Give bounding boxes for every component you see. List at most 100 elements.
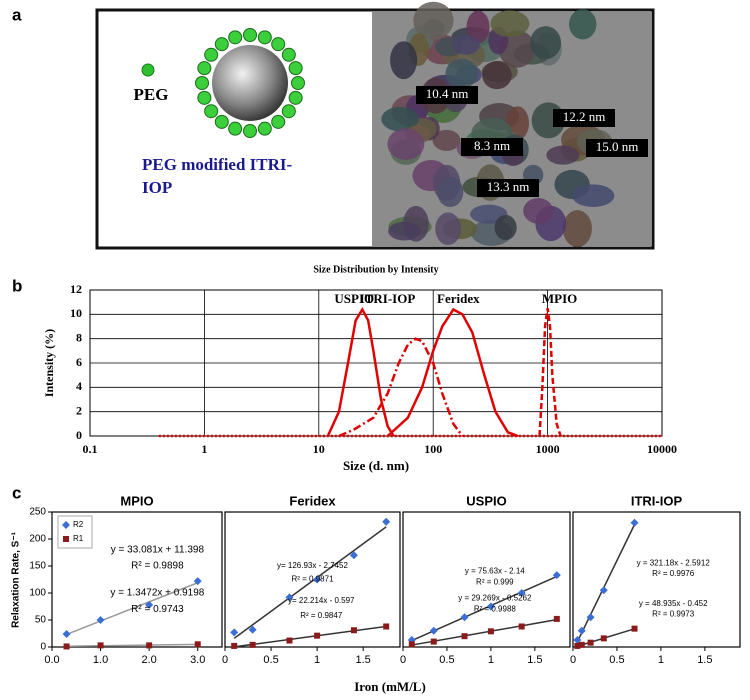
plot-frame [402, 511, 571, 648]
y-tick-label: 250 [29, 507, 46, 518]
panel-label: b [12, 276, 22, 295]
r1-point [587, 639, 594, 646]
particle [482, 61, 512, 90]
particle [381, 106, 419, 132]
r2-point [96, 616, 105, 624]
iron-core [212, 45, 288, 121]
r1-point [194, 641, 201, 648]
fit-equation: R² = 0.9743 [131, 604, 184, 615]
chart-title: Feridex [289, 493, 336, 508]
r1-point [487, 628, 494, 635]
particle [562, 210, 592, 248]
legend [57, 515, 93, 549]
r1-point [600, 635, 607, 642]
x-tick-label: 1 [314, 654, 320, 666]
size-label-box [477, 179, 539, 197]
peg-bead [288, 90, 303, 105]
fit-equation: y = 1.3472x + 0.9198 [110, 588, 204, 599]
r1-point [430, 638, 437, 645]
size-curve [538, 308, 562, 437]
size-label: 8.3 nm [474, 138, 510, 153]
y-axis-label: Intensity (%) [42, 329, 56, 397]
y-tick-label: 2 [76, 403, 82, 417]
size-curve [338, 337, 464, 438]
r1-point [518, 623, 525, 630]
chart-title: ITRI-IOP [631, 493, 683, 508]
peg-bead [291, 76, 305, 90]
r2-point [599, 586, 608, 595]
r2-point [145, 600, 154, 609]
curve-label: ITRI-IOP [360, 291, 416, 306]
fit-equation: R² = 0.9988 [474, 604, 517, 613]
peg-bead [243, 124, 257, 138]
particle [572, 184, 615, 208]
r1-point [574, 642, 581, 649]
peg-bead [257, 30, 272, 45]
r2-point [62, 630, 71, 639]
x-tick-label: 1 [201, 442, 207, 456]
peg-bead [271, 37, 286, 52]
peg-bead [214, 114, 229, 129]
peg-bead [197, 61, 212, 76]
peg-bead [197, 90, 212, 105]
peg-bead [204, 104, 219, 119]
peg-bead [214, 37, 229, 52]
peg-bead [281, 47, 296, 62]
x-tick-label: 1 [488, 654, 494, 666]
r1-point [408, 641, 415, 648]
x-tick-label: 2.0 [141, 654, 156, 666]
x-tick-label: 0 [570, 654, 576, 666]
r2-point [285, 593, 294, 602]
legend-marker [62, 521, 70, 529]
size-label-box [553, 109, 615, 127]
x-tick-label: 1.0 [93, 654, 108, 666]
x-tick-label: 1.5 [527, 654, 542, 666]
fit-line [66, 582, 198, 636]
size-curve [386, 307, 519, 438]
y-tick-label: 4 [76, 379, 82, 393]
x-tick-label: 0.5 [439, 654, 454, 666]
r2-point [586, 613, 595, 622]
y-tick-label: 0 [40, 642, 46, 653]
y-tick-label: 10 [70, 306, 82, 320]
particle [569, 9, 597, 40]
particle [494, 214, 517, 241]
r2-point [313, 575, 322, 584]
fit-equation: y = 33.081x + 11.398 [111, 544, 205, 555]
peg-label: PEG [134, 85, 169, 104]
r2-point [552, 571, 561, 580]
y-tick-label: 50 [35, 615, 47, 626]
y-tick-label: 100 [29, 588, 46, 599]
x-tick-label: 0 [400, 654, 406, 666]
particle [445, 58, 479, 89]
fit-equation: y = 29.269x - 0.5262 [458, 594, 532, 603]
r1-point [461, 633, 468, 640]
r1-point [286, 637, 293, 644]
peg-bead [243, 28, 257, 42]
legend-label: R2 [73, 520, 84, 529]
x-tick-label: 1000 [536, 442, 560, 456]
r2-point [577, 626, 586, 635]
legend-marker [63, 536, 69, 542]
x-tick-label: 10000 [647, 442, 677, 456]
plot-frame [572, 511, 741, 648]
particle [435, 212, 461, 245]
x-tick-label: 10 [313, 442, 325, 456]
r2-point [248, 625, 257, 634]
panel-label: c [12, 483, 21, 502]
r2-point [382, 517, 391, 526]
r1-point [231, 642, 238, 649]
y-axis-label: Relaxation Rate, S⁻¹ [11, 531, 22, 628]
fit-line [234, 625, 387, 648]
peg-bead [228, 30, 243, 45]
fit-equation: y = 75.63x - 2.14 [465, 567, 525, 576]
r2-point [230, 628, 239, 637]
x-tick-label: 0 [222, 654, 228, 666]
particle [413, 1, 454, 40]
r1-point [146, 642, 153, 649]
particle [387, 128, 425, 160]
x-tick-label: 0.0 [44, 654, 59, 666]
fit-equation: R² = 0.9871 [291, 575, 334, 584]
particle [530, 26, 562, 60]
r1-point [249, 641, 256, 648]
